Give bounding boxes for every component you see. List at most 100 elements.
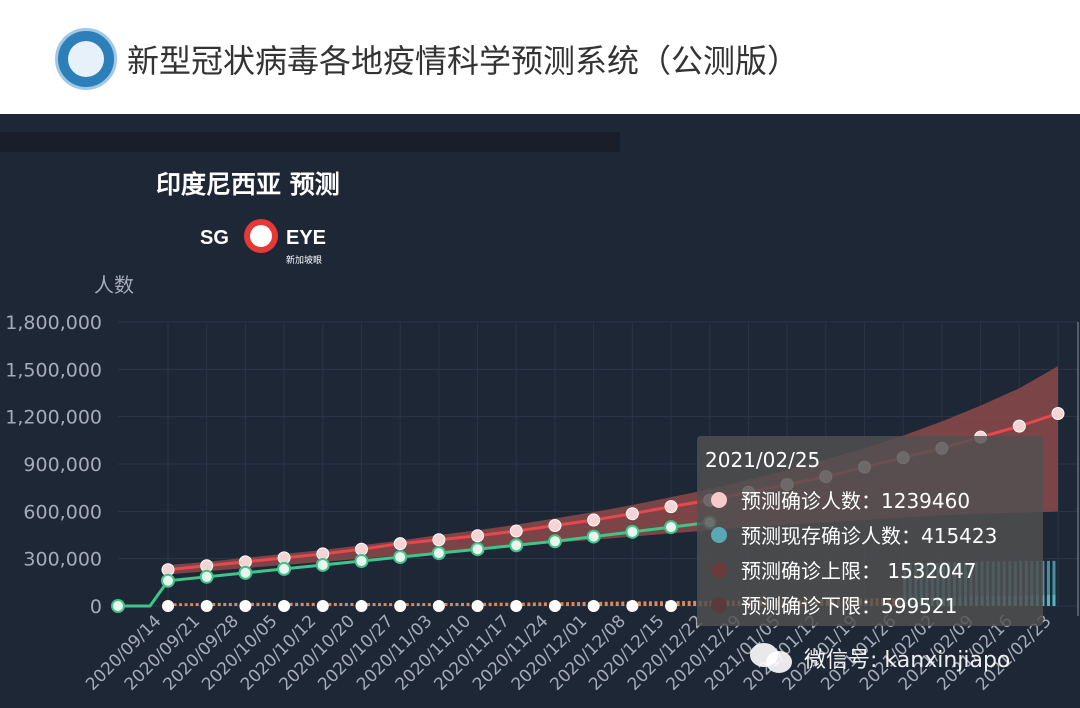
tooltip-row-label: 预测现存确诊人数：415423 <box>741 524 998 548</box>
daily-new-bar <box>339 602 343 606</box>
current-point <box>586 529 601 544</box>
current-point <box>393 550 408 565</box>
daily-new-bar <box>173 603 177 606</box>
y-axis-label: 人数 <box>94 273 134 297</box>
legend-dot-current <box>711 526 727 543</box>
current-cases-bar <box>1046 560 1050 606</box>
baseline-point <box>239 600 252 612</box>
confirmed-point <box>471 529 485 543</box>
daily-new-bar <box>261 602 265 606</box>
current-point <box>238 565 253 580</box>
y-tick-label: 0 <box>90 596 102 618</box>
daily-new-bar <box>637 601 641 606</box>
daily-new-bar <box>389 603 393 606</box>
daily-new-bar <box>654 601 658 606</box>
confirmed-point <box>587 513 601 527</box>
daily-new-bar <box>560 602 564 606</box>
baseline-point <box>162 600 174 612</box>
current-point <box>664 520 679 535</box>
brand-sub: 新加坡眼 <box>286 256 323 266</box>
y-tick-label: 300,000 <box>23 549 102 571</box>
y-tick-label: 1,500,000 <box>5 359 102 381</box>
daily-new-bar <box>682 601 686 606</box>
daily-new-bar <box>333 602 337 606</box>
baseline-point <box>278 600 291 612</box>
current-point <box>431 546 446 561</box>
daily-new-bar <box>416 603 420 606</box>
daily-new-bar <box>344 602 348 606</box>
daily-new-bar <box>643 601 647 606</box>
daily-new-bar <box>289 602 293 606</box>
baseline-point <box>316 600 329 612</box>
daily-new-bar <box>256 602 260 606</box>
y-tick-label: 1,800,000 <box>5 312 102 334</box>
baseline-point <box>432 600 445 612</box>
current-point <box>509 538 524 553</box>
baseline-point <box>665 600 678 612</box>
daily-new-bar <box>444 602 448 606</box>
tooltip-row-label: 预测确诊人数：1239460 <box>741 489 971 513</box>
current-point <box>199 569 214 584</box>
daily-new-bar <box>505 602 509 606</box>
baseline-point <box>394 600 407 612</box>
current-start-point <box>111 599 125 613</box>
wechat-icon <box>750 641 796 675</box>
baseline-point <box>548 600 561 612</box>
brand-logo: SG EYE 新加坡眼 <box>200 217 340 273</box>
daily-new-bar <box>422 603 426 606</box>
tooltip-row-upper: 预测确诊上限： 1532047 <box>705 552 1035 587</box>
legend-dot-confirmed <box>711 491 727 508</box>
daily-new-bar <box>599 601 603 606</box>
daily-new-bar <box>543 602 547 606</box>
current-cases-bar <box>1052 560 1056 606</box>
daily-new-bar <box>295 602 299 606</box>
daily-new-bar <box>228 602 232 606</box>
daily-new-bar <box>383 603 387 606</box>
confirmed-point <box>393 537 407 551</box>
daily-new-bar <box>179 603 183 606</box>
daily-new-bar <box>488 602 492 606</box>
daily-new-bar <box>427 603 431 606</box>
hospital-seal-icon <box>55 28 117 90</box>
confirmed-point <box>1012 419 1026 433</box>
daily-new-bar <box>659 601 663 606</box>
daily-new-bar <box>538 602 542 606</box>
daily-new-bar <box>411 603 415 606</box>
daily-new-bar <box>184 603 188 606</box>
daily-new-bar <box>577 602 581 606</box>
tooltip-row-confirmed: 预测确诊人数：1239460 <box>705 482 1035 517</box>
daily-new-bar <box>532 602 536 606</box>
chart-title: 印度尼西亚 预测 <box>156 170 340 199</box>
daily-new-bar <box>676 601 680 606</box>
daily-new-bar <box>405 603 409 606</box>
daily-new-bar <box>250 602 254 606</box>
daily-new-bar <box>521 602 525 606</box>
daily-new-bar <box>273 602 277 606</box>
confirmed-point <box>1051 407 1065 421</box>
confirmed-point <box>664 500 678 514</box>
daily-new-bar <box>466 602 470 606</box>
daily-new-bar <box>621 601 625 606</box>
baseline-point <box>471 600 484 612</box>
eye-icon <box>244 219 278 253</box>
legend-dot-upper <box>711 561 727 578</box>
watermark: 微信号: kanxinjiapo <box>750 634 1060 682</box>
current-point <box>547 534 562 549</box>
daily-new-bar <box>604 601 608 606</box>
daily-new-bar <box>300 602 304 606</box>
confirmed-point <box>354 542 368 556</box>
daily-new-bar <box>311 602 315 606</box>
confirmed-point <box>625 507 639 521</box>
current-point <box>354 554 369 569</box>
baseline-point <box>510 600 523 612</box>
daily-new-bar <box>693 600 697 606</box>
brand-sg: SG <box>200 227 229 249</box>
baseline-point <box>355 600 368 612</box>
watermark-text: 微信号: kanxinjiapo <box>804 648 1011 673</box>
daily-new-bar <box>483 602 487 606</box>
daily-new-bar <box>499 602 503 606</box>
tooltip-row-label: 预测确诊上限： 1532047 <box>741 559 977 583</box>
daily-new-bar <box>566 602 570 606</box>
legend-dot-lower <box>711 596 727 613</box>
daily-new-bar <box>527 602 531 606</box>
